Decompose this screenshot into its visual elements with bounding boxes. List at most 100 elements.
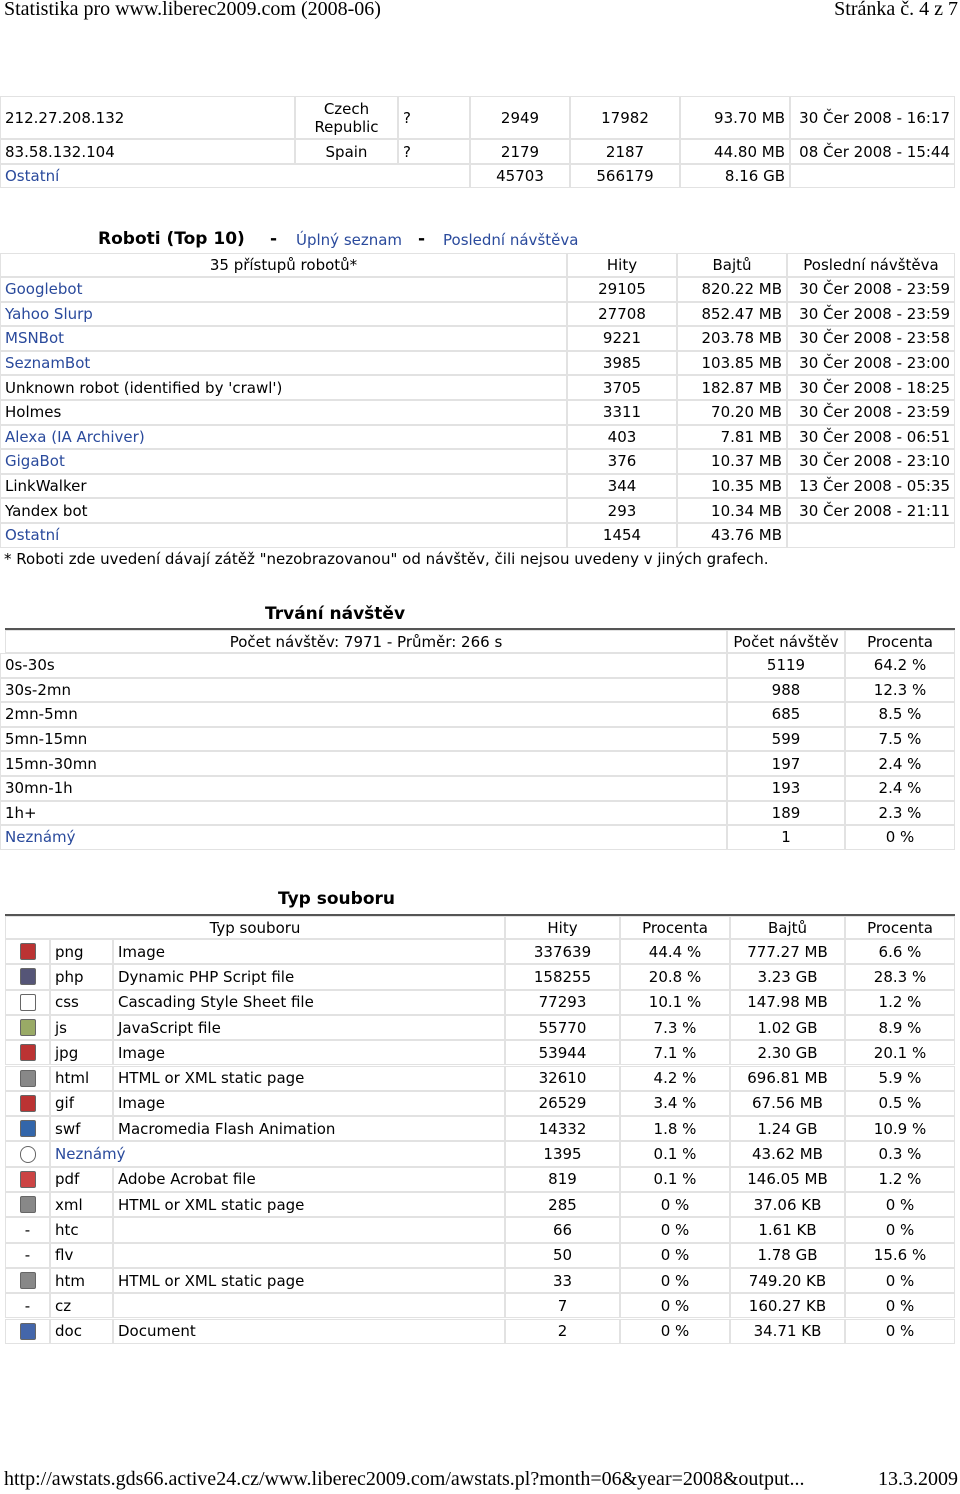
cell: 20.1 % [845,1040,955,1066]
cell [5,1065,50,1091]
cell: 1h+ [0,800,727,826]
link: Úplný seznam [296,231,403,249]
cell: 293 [567,498,677,523]
cell [113,1293,505,1319]
cell: 0 % [845,1318,955,1344]
cell: 685 [727,702,845,727]
cell: 1.24 GB [730,1116,845,1142]
cell: Bajtů [677,253,787,277]
cell: 819 [505,1166,620,1192]
cell [787,523,955,548]
cell: swf [50,1116,113,1142]
cell: Alexa (IA Archiver) [0,424,567,450]
section-rule [5,914,955,916]
cell: 403 [567,424,677,450]
cell: Ostatní [0,523,567,548]
cell: HTML or XML static page [113,1065,505,1091]
cell: Procenta [845,630,955,653]
cell: 189 [727,800,845,826]
cell: 3.4 % [620,1090,730,1117]
cell: 8.16 GB [680,164,790,188]
cell [5,1090,50,1117]
cell: 30 Čer 2008 - 23:10 [787,449,955,474]
cell: Image [113,939,505,965]
cell: 0.3 % [845,1141,955,1167]
cell: Hity [505,916,620,939]
cell: 147.98 MB [730,989,845,1015]
cell [5,1141,50,1167]
cell: 1 [727,825,845,850]
cell: htc [50,1217,113,1243]
cell: 749.20 KB [730,1267,845,1294]
cell: 12.3 % [845,677,955,703]
cell: 34.71 KB [730,1318,845,1344]
cell: jpg [50,1040,113,1066]
cell: 777.27 MB [730,939,845,965]
cell: Document [113,1318,505,1344]
cell: 1454 [567,523,677,548]
cell: 2179 [470,139,570,164]
cell [113,1217,505,1243]
cell: 30 Čer 2008 - 18:25 [787,375,955,400]
cell: 10.37 MB [677,449,787,474]
cell: 2.30 GB [730,1040,845,1066]
cell: 67.56 MB [730,1090,845,1117]
cell: Procenta [620,916,730,939]
cell: 30s-2mn [0,677,727,703]
cell: ? [398,139,470,164]
cell: - [5,1242,50,1268]
cell: 285 [505,1192,620,1218]
cell: 14332 [505,1116,620,1142]
footer-left: http://awstats.gds66.active24.cz/www.lib… [4,1468,805,1490]
file-icon [19,1170,36,1188]
file-icon [19,968,36,986]
cell: 1395 [505,1141,620,1167]
file-icon [19,943,36,961]
cell [5,1040,50,1066]
cell: 5.9 % [845,1065,955,1091]
cell: 29105 [567,277,677,302]
cell: 1.61 KB [730,1217,845,1243]
cell: 193 [727,776,845,801]
cell: xml [50,1192,113,1218]
cell: 5mn-15mn [0,726,727,752]
cell: 344 [567,473,677,499]
file-icon [19,1019,36,1037]
cell: doc [50,1318,113,1344]
cell: 30 Čer 2008 - 16:17 [790,96,955,139]
file-icon [19,1044,36,1062]
cell: 0 % [620,1267,730,1294]
cell: 852.47 MB [677,301,787,327]
cell: Image [113,1090,505,1117]
cell: 30 Čer 2008 - 23:59 [787,277,955,302]
cell: 9221 [567,326,677,351]
cell: Počet návštěv: 7971 - Průměr: 266 s [5,630,727,653]
cell: 158255 [505,964,620,990]
cell: 8.5 % [845,702,955,727]
cell: 0 % [845,1267,955,1294]
cell: Hity [567,253,677,277]
cell: 44.80 MB [680,139,790,164]
cell: 1.02 GB [730,1014,845,1041]
cell: 50 [505,1242,620,1268]
cell [5,1014,50,1041]
cell: html [50,1065,113,1091]
cell [5,964,50,990]
cell: 15.6 % [845,1242,955,1268]
cell: 0 % [620,1217,730,1243]
cell: Dynamic PHP Script file [113,964,505,990]
cell: 1.2 % [845,1166,955,1192]
cell: Ostatní [0,164,470,188]
cell [790,164,955,188]
cell [5,1116,50,1142]
section-title: Typ souboru [278,889,395,909]
cell: 3.23 GB [730,964,845,990]
cell: 70.20 MB [677,400,787,425]
cell: 7.5 % [845,726,955,752]
cell: 30 Čer 2008 - 06:51 [787,424,955,450]
cell: 182.87 MB [677,375,787,400]
cell [5,939,50,965]
cell: 30 Čer 2008 - 23:58 [787,326,955,351]
cell: 0 % [845,1293,955,1319]
file-icon [19,1069,36,1087]
